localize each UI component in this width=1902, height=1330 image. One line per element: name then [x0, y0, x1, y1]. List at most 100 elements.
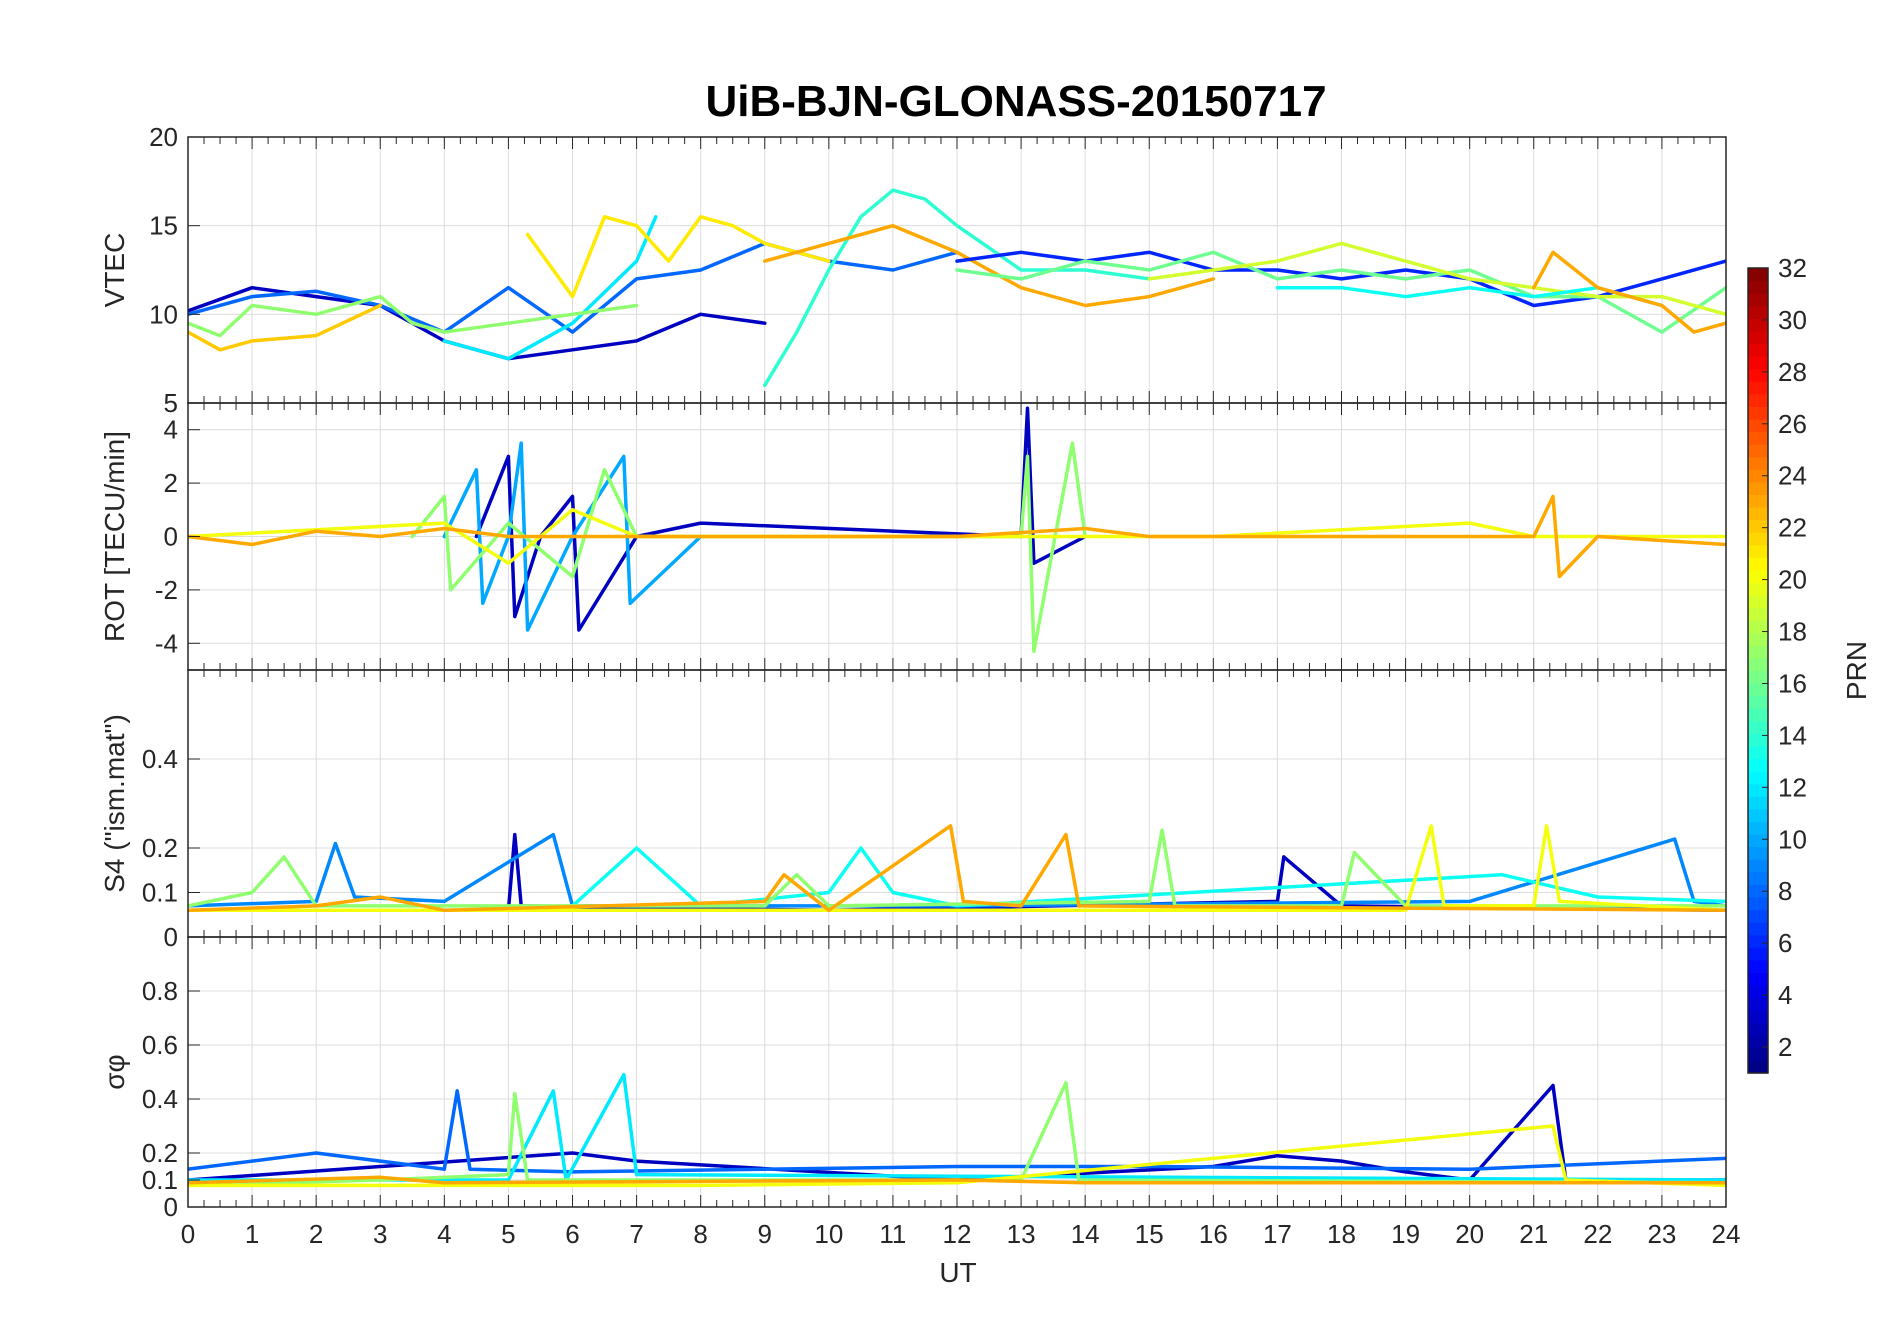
x-tick-label: 5 [501, 1219, 515, 1249]
colorbar-segment [1748, 368, 1768, 382]
colorbar-segment [1748, 620, 1768, 634]
colorbar-segment [1748, 494, 1768, 508]
x-tick-label: 6 [565, 1219, 579, 1249]
colorbar-segment [1748, 544, 1768, 558]
x-tick-label: 14 [1071, 1219, 1100, 1249]
colorbar-tick-label: 14 [1778, 720, 1807, 750]
colorbar-segment [1748, 519, 1768, 533]
colorbar-segment [1748, 418, 1768, 433]
colorbar-segment [1748, 356, 1768, 370]
colorbar-segment [1748, 884, 1768, 898]
prn-23-trace [763, 223, 1216, 308]
y-tick-label: 0.4 [142, 744, 178, 774]
y-tick-label: 0.4 [142, 1084, 178, 1114]
y-tick-label: 0.1 [142, 878, 178, 908]
colorbar-segment [1748, 859, 1768, 873]
x-tick-label: 16 [1199, 1219, 1228, 1249]
y-tick-label: 2 [164, 468, 178, 498]
prn-23-trace [188, 1175, 1726, 1185]
colorbar-segment [1748, 381, 1768, 395]
prn-3-trace [188, 1083, 1726, 1182]
colorbar-tick-label: 30 [1778, 305, 1807, 335]
colorbar-segment [1748, 745, 1768, 760]
x-tick-label: 4 [437, 1219, 451, 1249]
prn-13-trace [570, 846, 1726, 908]
y-tick-label: 0 [164, 922, 178, 952]
prn-23-trace [1532, 250, 1726, 334]
y-tick-label: 5 [164, 388, 178, 418]
y-tick-label: 15 [149, 211, 178, 241]
colorbar-segment [1748, 657, 1768, 672]
colorbar-segment [1748, 406, 1768, 420]
colorbar-segment [1748, 896, 1768, 911]
prn-8-trace [188, 1089, 1726, 1174]
colorbar-segment [1748, 708, 1768, 722]
prn-21-trace [525, 215, 831, 299]
colorbar-segment [1748, 431, 1768, 445]
panel-vtec: 5 10 15 20 VTEC [99, 122, 1727, 418]
colorbar-segment [1748, 670, 1768, 684]
prn-3-trace [474, 406, 1087, 632]
panel-rot: -4 -2 0 2 4 ROT [TECU/min] [99, 402, 1727, 671]
colorbar-segment [1748, 733, 1768, 747]
colorbar-segment [1748, 469, 1768, 483]
colorbar-tick-label: 8 [1778, 876, 1792, 906]
y-tick-label: 0.8 [142, 976, 178, 1006]
x-tick-label: 1 [245, 1219, 259, 1249]
colorbar-segment [1748, 984, 1768, 999]
colorbar-segment [1748, 695, 1768, 709]
colorbar-segment [1748, 683, 1768, 697]
prn-23-trace [188, 824, 1726, 913]
colorbar-segment [1748, 645, 1768, 659]
x-tick-label: 2 [309, 1219, 323, 1249]
y-tick-label: -2 [155, 575, 178, 605]
colorbar-segment [1748, 947, 1768, 961]
prn-17-trace [188, 294, 639, 338]
colorbar-segment [1748, 481, 1768, 496]
colorbar-segment [1748, 280, 1768, 294]
y-axis-label-sigma: σφ [99, 1054, 130, 1089]
y-axis-label-rot: ROT [TECU/min] [99, 431, 130, 642]
y-tick-label: 0.6 [142, 1030, 178, 1060]
x-tick-label: 17 [1263, 1219, 1292, 1249]
prn-19-trace [1147, 241, 1726, 317]
colorbar-segment [1748, 506, 1768, 521]
x-tick-label: 3 [373, 1219, 387, 1249]
colorbar-segment [1748, 959, 1768, 973]
x-tick-label: 21 [1519, 1219, 1548, 1249]
colorbar-tick-label: 2 [1778, 1032, 1792, 1062]
x-tick-label: 7 [629, 1219, 643, 1249]
colorbar-tick-label: 28 [1778, 357, 1807, 387]
colorbar-tick-label: 24 [1778, 461, 1807, 491]
colorbar-tick-label: 16 [1778, 668, 1807, 698]
x-tick-label: 9 [758, 1219, 772, 1249]
x-tick-label: 20 [1455, 1219, 1484, 1249]
colorbar-segment [1748, 607, 1768, 621]
x-tick-label: 23 [1647, 1219, 1676, 1249]
panel-s4: 0 0.1 0.2 0.4 S4 ("ism.mat") [99, 669, 1727, 952]
x-tick-label: 19 [1391, 1219, 1420, 1249]
colorbar-segment [1748, 1047, 1768, 1062]
colorbar-segment [1748, 972, 1768, 986]
colorbar-segment [1748, 909, 1768, 923]
colorbar-segment [1748, 456, 1768, 470]
y-tick-label: 10 [149, 299, 178, 329]
colorbar-segment [1748, 934, 1768, 948]
colorbar-segment [1748, 871, 1768, 885]
prn-20-trace [188, 1124, 1726, 1188]
colorbar-tick-label: 4 [1778, 980, 1792, 1010]
colorbar-tick-label: 26 [1778, 409, 1807, 439]
colorbar-segment [1748, 997, 1768, 1011]
colorbar-tick-label: 18 [1778, 617, 1807, 647]
prn-12-trace [442, 215, 658, 361]
colorbar-segment [1748, 846, 1768, 860]
traces-s4 [188, 824, 1726, 913]
x-tick-label: 15 [1135, 1219, 1164, 1249]
colorbar-segment [1748, 1060, 1768, 1074]
x-tick-label: 22 [1583, 1219, 1612, 1249]
colorbar-segment [1748, 922, 1768, 936]
colorbar-tick-label: 12 [1778, 772, 1807, 802]
prn-22-trace [188, 303, 383, 352]
